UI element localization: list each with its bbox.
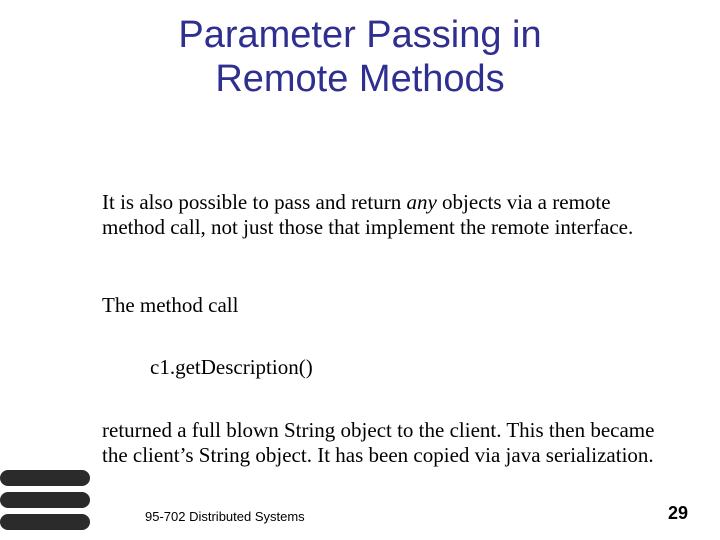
title-line-1: Parameter Passing in: [178, 14, 541, 56]
para1-italic: any: [406, 190, 436, 214]
slide-title: Parameter Passing in Remote Methods: [0, 0, 720, 101]
corner-logo-icon: [0, 460, 100, 540]
page-number: 29: [668, 503, 688, 524]
code-line: c1.getDescription(): [102, 355, 660, 380]
paragraph-1: It is also possible to pass and return a…: [102, 190, 660, 240]
paragraph-4: returned a full blown String object to t…: [102, 418, 660, 468]
title-line-2: Remote Methods: [215, 58, 504, 100]
para1-part-a: It is also possible to pass and return: [102, 190, 406, 214]
course-label: 95-702 Distributed Systems: [145, 509, 305, 524]
paragraph-2: The method call: [102, 293, 660, 318]
